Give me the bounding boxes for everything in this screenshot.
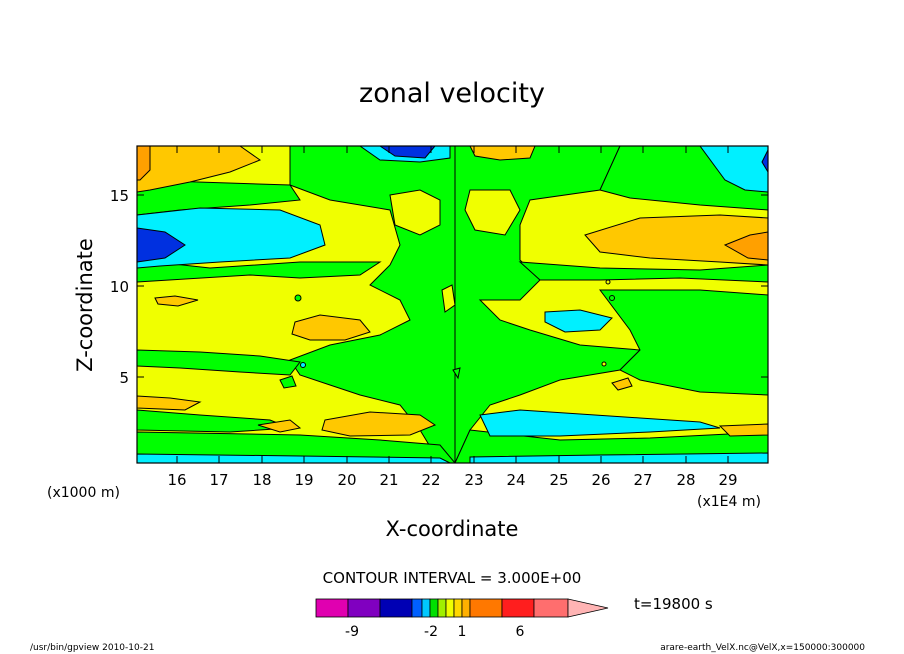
y-tick-label: 10 [110,278,129,296]
x-tick-label: 24 [506,471,525,489]
plot-frame [136,145,769,464]
colorbar-segment [411,598,423,618]
region-green [599,289,768,396]
region-dark-blue [137,227,186,263]
region-cyan [479,409,721,437]
region-gold [291,314,371,341]
region-orange [723,231,768,261]
chart-title: zonal velocity [359,78,545,109]
region-green [137,349,301,376]
region-cyan [137,207,326,269]
region-gold [611,377,633,391]
region-gold [584,214,768,266]
contour-field [137,146,768,463]
x-axis [176,146,729,463]
y-unit-label: (x1000 m) [47,485,120,501]
colorbar-segment [421,598,431,618]
colorbar-segment [429,598,439,618]
region-cyan [137,453,451,463]
region-cyan [469,452,768,463]
region-gold [137,146,262,193]
region-gold [718,423,768,437]
colorbar-segment [379,598,413,618]
y-tick-label: 5 [119,369,129,387]
colorbar-label: 6 [516,624,525,640]
region-gold [321,411,437,437]
colorbar-label: -9 [345,624,359,640]
colorbar-label: -2 [424,624,438,640]
colorbar-segment [437,598,447,618]
colorbar-segment [347,598,381,618]
x-tick-label: 18 [252,471,271,489]
colorbar [315,598,609,618]
region-green [137,179,301,216]
colorbar-segment [501,598,535,618]
region-gold [154,295,199,307]
x-axis-label: X-coordinate [386,517,519,541]
x-tick-label: 19 [294,471,313,489]
region-orange [137,146,151,181]
contour-interval: CONTOUR INTERVAL = 3.000E+00 [323,569,582,587]
x-tick-label: 20 [337,471,356,489]
colorbar-label: 1 [458,624,467,640]
x-tick-label: 29 [718,471,737,489]
y-axis-label: Z-coordinate [73,238,97,372]
region-gold [137,395,202,411]
x-tick-label: 17 [209,471,228,489]
colorbar-segment [469,598,503,618]
y-axis [137,194,768,378]
region-green [518,261,768,283]
colorbar-segment [453,598,463,618]
region-gold [469,146,536,161]
colorbar-extension-arrow [567,598,609,618]
region-dark-blue [379,146,436,159]
region-cyan [699,146,768,193]
x-tick-label: 27 [633,471,652,489]
region-yellow [464,189,521,236]
footer-left: /usr/bin/gpview 2010-10-21 [30,643,154,653]
region-yellow [441,284,456,313]
y-tick-label: 15 [110,187,129,205]
region-dark-blue [761,149,768,173]
x-tick-label: 23 [464,471,483,489]
colorbar-segment [315,598,349,618]
x-tick-label: 26 [591,471,610,489]
colorbar-segment [445,598,455,618]
x-tick-label: 25 [549,471,568,489]
x-tick-label: 28 [676,471,695,489]
x-tick-label: 16 [167,471,186,489]
x-tick-label: 22 [421,471,440,489]
x-tick-label: 21 [379,471,398,489]
colorbar-segment [461,598,471,618]
time-label: t=19800 s [634,595,713,613]
region-gold [257,419,302,433]
x-unit-label: (x1E4 m) [697,494,761,510]
colorbar-segment [533,598,569,618]
footer-right: arare-earth_VelX.nc@VelX,x=150000:300000 [660,643,865,653]
region-cyan [544,309,613,333]
region-green [137,259,382,283]
region-yellow [389,189,441,236]
